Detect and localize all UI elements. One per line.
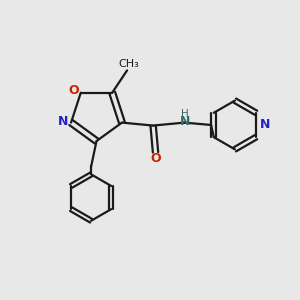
Text: N: N xyxy=(180,115,190,128)
Text: O: O xyxy=(68,84,79,97)
Text: N: N xyxy=(58,115,68,128)
Text: H: H xyxy=(181,109,189,119)
Text: N: N xyxy=(260,118,270,131)
Text: CH₃: CH₃ xyxy=(118,59,139,69)
Text: O: O xyxy=(150,152,161,165)
